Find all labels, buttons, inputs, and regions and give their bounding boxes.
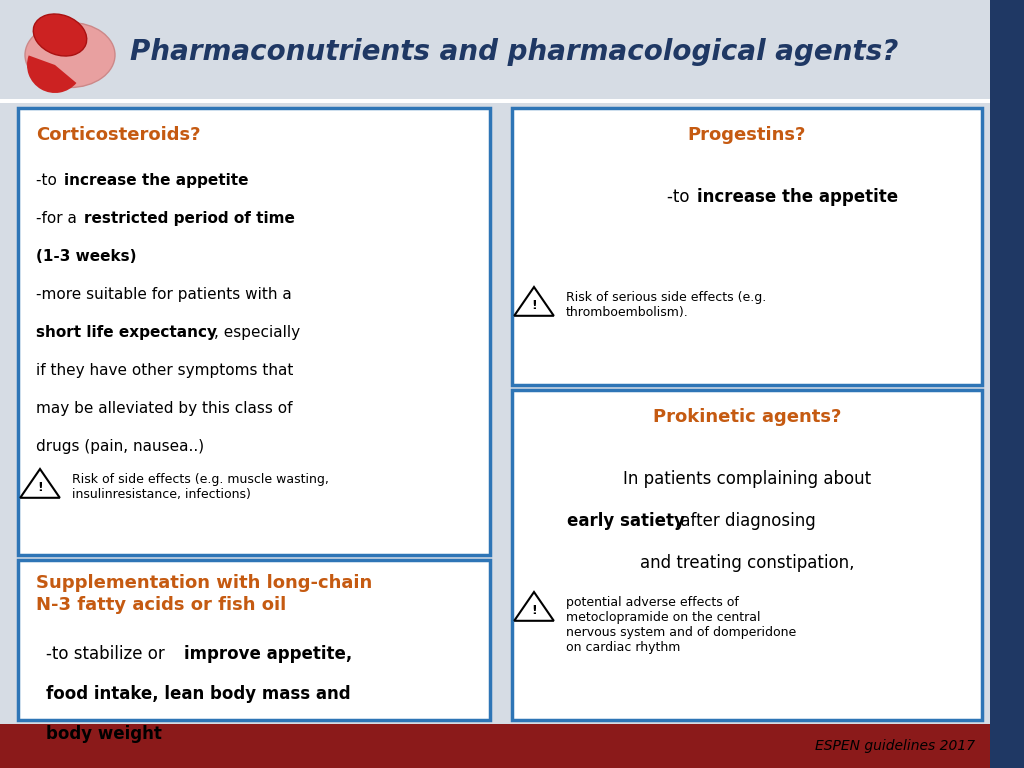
Text: ,after diagnosing: ,after diagnosing [675,512,816,530]
Bar [18,560,490,720]
Text: Risk of side effects (e.g. muscle wasting,
insulinresistance, infections): Risk of side effects (e.g. muscle wastin… [72,473,329,501]
Text: !: ! [531,300,537,313]
Text: and treating constipation,: and treating constipation, [640,554,854,572]
Text: short life expectancy: short life expectancy [36,325,217,340]
Bar [0,0,1024,100]
Text: !: ! [531,604,537,617]
Bar [512,390,982,720]
Text: -to: -to [36,173,61,188]
Text: potential adverse effects of
metoclopramide on the central
nervous system and of: potential adverse effects of metoclopram… [566,596,797,654]
Text: -to: -to [667,188,694,206]
Text: Corticosteroids?: Corticosteroids? [36,126,201,144]
Wedge shape [27,55,77,93]
Text: Prokinetic agents?: Prokinetic agents? [653,408,841,426]
Text: -more suitable for patients with a: -more suitable for patients with a [36,287,292,302]
Text: In patients complaining about: In patients complaining about [623,470,871,488]
Text: drugs (pain, nausea..): drugs (pain, nausea..) [36,439,204,454]
Text: if they have other symptoms that: if they have other symptoms that [36,363,293,378]
Text: Risk of serious side effects (e.g.
thromboembolism).: Risk of serious side effects (e.g. throm… [566,291,766,319]
Text: -to stabilize or: -to stabilize or [46,645,170,663]
Ellipse shape [25,22,115,88]
Text: restricted period of time: restricted period of time [84,211,295,226]
Bar [0,724,990,768]
Text: may be alleviated by this class of: may be alleviated by this class of [36,401,293,416]
Bar [0,99,990,103]
Text: Pharmaconutrients and pharmacological agents?: Pharmaconutrients and pharmacological ag… [130,38,898,66]
Bar [512,108,982,385]
Text: increase the appetite: increase the appetite [697,188,898,206]
Ellipse shape [33,14,87,56]
Text: -for a: -for a [36,211,82,226]
Text: (1-3 weeks): (1-3 weeks) [36,249,136,264]
Bar [18,108,490,555]
Polygon shape [514,592,554,621]
Text: improve appetite,: improve appetite, [184,645,352,663]
Text: Progestins?: Progestins? [688,126,806,144]
Polygon shape [20,469,59,498]
Text: ESPEN guidelines 2017: ESPEN guidelines 2017 [815,739,975,753]
Text: food intake, lean body mass and: food intake, lean body mass and [46,685,350,703]
Text: !: ! [37,482,43,495]
Polygon shape [514,287,554,316]
Text: Supplementation with long-chain
N-3 fatty acids or fish oil: Supplementation with long-chain N-3 fatt… [36,574,373,614]
Bar [990,0,1024,768]
Text: increase the appetite: increase the appetite [63,173,249,188]
Text: early satiety: early satiety [567,512,685,530]
Text: body weight: body weight [46,725,162,743]
Text: , especially: , especially [214,325,300,340]
